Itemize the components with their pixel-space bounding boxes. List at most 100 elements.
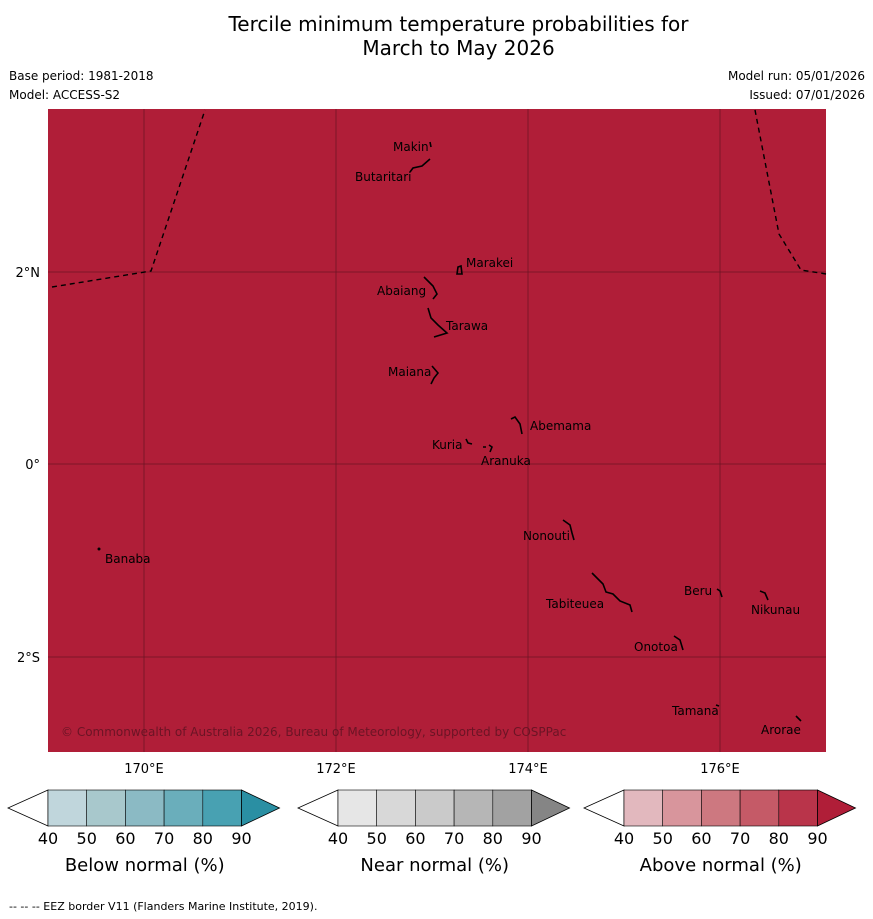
label-tabiteuea: Tabiteuea — [545, 597, 604, 611]
near-colorbar-tick: 50 — [367, 829, 387, 848]
lat-tick-2s: 2°S — [17, 651, 40, 666]
label-arorae: Arorae — [761, 723, 801, 737]
below-colorbar-tick: 60 — [115, 829, 135, 848]
eez-border-west — [51, 109, 206, 288]
label-aranuka: Aranuka — [481, 454, 531, 468]
label-onotoa: Onotoa — [634, 640, 678, 654]
above-colorbar-bin — [701, 789, 741, 827]
graticule — [48, 109, 826, 752]
lat-axis-labels: 2°N 0° 2°S — [16, 266, 41, 666]
label-abaiang: Abaiang — [377, 284, 426, 298]
title-line-2: March to May 2026 — [362, 36, 555, 60]
near-colorbar-bin — [376, 789, 416, 827]
below-colorbar-tick: 50 — [77, 829, 97, 848]
island-banaba-shape — [97, 547, 101, 551]
near-colorbar-bin — [415, 789, 455, 827]
above-colorbar-min-extension — [583, 789, 625, 827]
island-aranuka-shape — [483, 444, 493, 453]
near-colorbar-bin — [453, 789, 494, 827]
below-colorbar-bin — [47, 789, 88, 827]
above-colorbar-max-extension — [817, 789, 857, 827]
eez-footnote: -- -- -- EEZ border V11 (Flanders Marine… — [9, 900, 318, 913]
near-colorbar-max-extension — [531, 789, 571, 827]
below-colorbar-title: Below normal (%) — [65, 855, 225, 876]
below-colorbar-tick: 70 — [154, 829, 174, 848]
lon-tick-170e: 170°E — [124, 762, 164, 777]
above-colorbar-tick: 40 — [614, 829, 634, 848]
above-colorbar-tick: 80 — [769, 829, 789, 848]
below-colorbar-bin — [86, 789, 126, 827]
label-maiana: Maiana — [388, 365, 431, 379]
label-butaritari: Butaritari — [355, 170, 412, 184]
lat-tick-2n: 2°N — [16, 266, 41, 281]
below-colorbar-tick: 80 — [193, 829, 213, 848]
near-colorbar-title: Near normal (%) — [360, 855, 509, 876]
island-onotoa-shape — [673, 635, 684, 651]
label-makin: Makin — [393, 140, 429, 154]
copyright-text: © Commonwealth of Australia 2026, Bureau… — [61, 725, 566, 739]
near-colorbar-tick: 60 — [405, 829, 425, 848]
near-colorbar-min-extension — [297, 789, 339, 827]
model-run: Model run: 05/01/2026 — [727, 69, 865, 83]
map-area — [48, 109, 826, 752]
island-maiana-shape — [430, 365, 440, 385]
label-tarawa: Tarawa — [445, 319, 488, 333]
below-colorbar-max-extension — [241, 789, 281, 827]
islands — [97, 141, 802, 722]
island-abaiang-shape — [423, 276, 438, 300]
lon-tick-176e: 176°E — [700, 762, 740, 777]
near-colorbar-tick: 40 — [328, 829, 348, 848]
above-colorbar-tick: 90 — [807, 829, 827, 848]
below-colorbar-min-extension — [7, 789, 49, 827]
label-nonouti: Nonouti — [523, 529, 570, 543]
colorbars: 40 50 60 70 80 90 Below normal (%) 40 50 60 70 80 90… — [7, 789, 857, 876]
near-colorbar-tick: 80 — [483, 829, 503, 848]
island-tamana-shape — [715, 704, 720, 707]
lat-tick-0: 0° — [25, 458, 40, 473]
base-period: Base period: 1981-2018 — [9, 69, 154, 83]
title-line-1: Tercile minimum temperature probabilitie… — [228, 12, 689, 36]
above-colorbar-bin — [623, 789, 664, 827]
above-colorbar-tick: 60 — [691, 829, 711, 848]
island-tabiteuea-shape — [591, 572, 633, 613]
above-colorbar-bin — [662, 789, 702, 827]
island-tarawa-shape — [427, 307, 449, 338]
above-colorbar-bin — [739, 789, 780, 827]
island-nonouti-shape — [562, 519, 575, 541]
label-abemama: Abemama — [530, 419, 591, 433]
lon-tick-174e: 174°E — [508, 762, 548, 777]
eez-border-east — [754, 109, 827, 275]
lon-tick-172e: 172°E — [316, 762, 356, 777]
above-colorbar-title: Above normal (%) — [640, 855, 802, 876]
island-abemama-shape — [510, 415, 523, 435]
label-kuria: Kuria — [432, 438, 463, 452]
chart-title: Tercile minimum temperature probabilitie… — [0, 12, 873, 60]
lon-axis-labels: 170°E 172°E 174°E 176°E — [124, 762, 740, 777]
island-beru-shape — [716, 588, 723, 598]
near-colorbar-tick: 90 — [521, 829, 541, 848]
below-colorbar-tick: 90 — [231, 829, 251, 848]
eez-border — [51, 109, 827, 288]
island-makin-shape — [429, 141, 432, 148]
near-colorbar-bin — [337, 789, 378, 827]
island-labels: Makin Butaritari Marakei Abaiang Tarawa … — [105, 140, 801, 737]
island-arorae-shape — [795, 715, 802, 722]
near-colorbar-bin — [492, 789, 532, 827]
issued-date: Issued: 07/01/2026 — [749, 88, 865, 102]
above-colorbar-tick: 50 — [653, 829, 673, 848]
island-marakei-shape — [456, 264, 463, 275]
label-tamana: Tamana — [671, 704, 719, 718]
island-butaritari-shape — [409, 158, 431, 173]
below-colorbar-tick: 40 — [38, 829, 58, 848]
near-colorbar-tick: 70 — [444, 829, 464, 848]
label-nikunau: Nikunau — [751, 603, 800, 617]
label-beru: Beru — [684, 584, 712, 598]
island-nikunau-shape — [759, 590, 769, 601]
above-colorbar-bin — [778, 789, 818, 827]
label-banaba: Banaba — [105, 552, 151, 566]
below-colorbar-bin — [202, 789, 242, 827]
model-name: Model: ACCESS-S2 — [9, 88, 121, 102]
label-marakei: Marakei — [466, 256, 513, 270]
